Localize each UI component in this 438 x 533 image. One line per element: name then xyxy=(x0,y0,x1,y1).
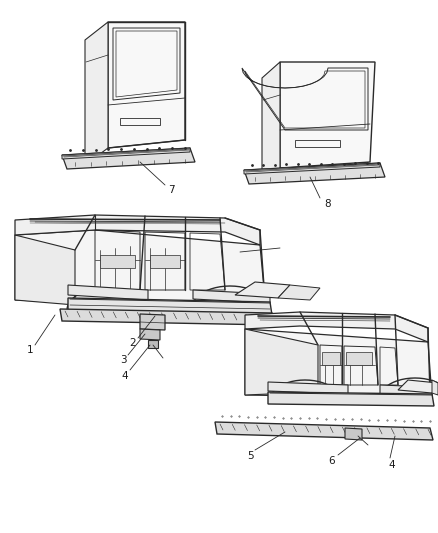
Polygon shape xyxy=(345,428,362,440)
Polygon shape xyxy=(262,62,280,182)
Polygon shape xyxy=(244,163,380,174)
Polygon shape xyxy=(245,329,318,395)
Text: 3: 3 xyxy=(120,355,126,365)
Polygon shape xyxy=(244,163,385,184)
Polygon shape xyxy=(15,215,260,245)
Polygon shape xyxy=(280,62,375,168)
Polygon shape xyxy=(15,230,265,310)
Polygon shape xyxy=(380,385,432,396)
Polygon shape xyxy=(245,329,432,398)
Polygon shape xyxy=(322,352,340,365)
Text: 7: 7 xyxy=(168,185,174,195)
Polygon shape xyxy=(193,290,270,303)
Polygon shape xyxy=(140,329,160,340)
Polygon shape xyxy=(150,255,180,268)
Polygon shape xyxy=(140,314,165,330)
Polygon shape xyxy=(148,340,158,348)
Polygon shape xyxy=(245,312,428,342)
Text: 4: 4 xyxy=(122,371,128,381)
Text: 2: 2 xyxy=(130,338,136,348)
Polygon shape xyxy=(60,309,275,325)
Polygon shape xyxy=(68,285,148,300)
Polygon shape xyxy=(268,382,348,394)
Text: 8: 8 xyxy=(325,199,331,209)
Polygon shape xyxy=(346,352,372,365)
Text: 5: 5 xyxy=(247,451,253,461)
Polygon shape xyxy=(235,282,290,298)
Polygon shape xyxy=(62,148,190,159)
Polygon shape xyxy=(15,235,75,305)
Text: 4: 4 xyxy=(389,460,396,470)
Polygon shape xyxy=(62,148,195,169)
Polygon shape xyxy=(100,255,135,268)
Polygon shape xyxy=(85,22,108,165)
Polygon shape xyxy=(432,380,438,395)
Text: 1: 1 xyxy=(27,345,33,355)
Polygon shape xyxy=(108,22,185,148)
Polygon shape xyxy=(68,298,272,315)
Polygon shape xyxy=(398,380,438,393)
Text: 6: 6 xyxy=(328,456,336,466)
Polygon shape xyxy=(268,392,434,406)
Polygon shape xyxy=(278,285,320,300)
Polygon shape xyxy=(215,422,433,440)
